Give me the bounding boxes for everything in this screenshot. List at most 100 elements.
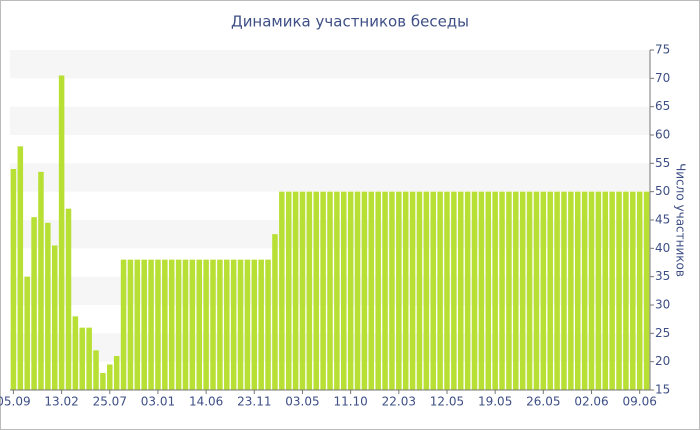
bar	[519, 191, 526, 390]
bar	[189, 259, 196, 390]
grid-band	[10, 50, 650, 79]
x-tick-label: 19.05	[478, 395, 512, 409]
bar	[51, 245, 58, 390]
bar	[155, 259, 161, 390]
bar	[148, 259, 154, 390]
x-tick-label: 11.10	[333, 395, 367, 409]
bar	[24, 276, 30, 390]
bar	[416, 191, 423, 390]
y-tick-label: 45	[655, 213, 670, 227]
y-tick-label: 75	[655, 43, 670, 57]
bar	[224, 259, 230, 390]
bar	[423, 191, 430, 390]
bar	[120, 259, 127, 390]
bar	[561, 191, 567, 390]
bar	[272, 234, 278, 390]
bar	[354, 191, 361, 390]
bar	[492, 191, 498, 390]
x-tick-label: 23.11	[237, 395, 271, 409]
grid-band	[10, 106, 650, 135]
y-tick-label: 30	[655, 298, 670, 312]
bar	[79, 327, 86, 390]
bar	[602, 191, 609, 390]
x-tick-label: 26.05	[526, 395, 560, 409]
bar	[458, 191, 464, 390]
bar	[389, 191, 395, 390]
x-tick-label: 03.05	[285, 395, 319, 409]
bar	[396, 191, 402, 390]
bar	[409, 191, 416, 390]
bar	[506, 191, 512, 390]
y-tick-label: 60	[655, 128, 670, 142]
bar	[499, 191, 505, 390]
bar	[437, 191, 443, 390]
y-tick-label: 15	[655, 383, 670, 397]
y-tick-label: 40	[655, 241, 670, 255]
x-tick-label: 05.09	[0, 395, 31, 409]
bar	[540, 191, 547, 390]
bar	[341, 191, 347, 390]
bar	[279, 191, 285, 390]
x-tick-label: 09.06	[622, 395, 656, 409]
bar	[196, 259, 202, 390]
bar	[72, 316, 79, 390]
bar	[554, 191, 560, 390]
bar	[547, 191, 553, 390]
bar	[175, 259, 182, 390]
bar	[299, 191, 306, 390]
bar	[168, 259, 175, 390]
bar	[643, 191, 650, 390]
bar	[430, 191, 436, 390]
bar	[162, 259, 168, 390]
y-tick-label: 20	[655, 354, 670, 368]
bar	[616, 191, 622, 390]
y-axis-label: Число участников	[674, 163, 688, 277]
bar	[444, 191, 450, 390]
y-tick-label: 70	[655, 71, 670, 85]
bar	[31, 217, 37, 390]
bar	[574, 191, 581, 390]
bar	[113, 356, 120, 390]
bar	[17, 146, 24, 390]
bar	[258, 259, 264, 390]
bar	[375, 191, 381, 390]
y-tick-label: 25	[655, 326, 670, 340]
bar	[588, 191, 595, 390]
bar	[93, 350, 99, 390]
y-tick-label: 50	[655, 184, 670, 198]
bar	[485, 191, 492, 390]
bar	[361, 191, 368, 390]
bar	[609, 191, 615, 390]
bar	[58, 75, 65, 390]
bar	[513, 191, 519, 390]
bar	[595, 191, 602, 390]
bar	[327, 191, 333, 390]
bar	[86, 327, 92, 390]
chart-title: Динамика участников беседы	[231, 13, 469, 31]
bar	[464, 191, 471, 390]
bar	[265, 259, 271, 390]
bar	[230, 259, 237, 390]
bar	[313, 191, 319, 390]
y-tick-label: 35	[655, 269, 670, 283]
bar	[623, 191, 629, 390]
x-tick-label: 12.05	[430, 395, 464, 409]
bar	[526, 191, 533, 390]
bar	[320, 191, 326, 390]
bar	[568, 191, 574, 390]
x-tick-label: 13.02	[44, 395, 78, 409]
x-tick-label: 22.03	[382, 395, 416, 409]
bar	[306, 191, 313, 390]
bar	[630, 191, 636, 390]
bar	[402, 191, 409, 390]
bar	[382, 191, 388, 390]
y-tick-label: 55	[655, 156, 670, 170]
bar	[65, 208, 72, 390]
bar	[10, 169, 17, 390]
bar	[217, 259, 223, 390]
bar	[244, 259, 251, 390]
bar	[100, 373, 106, 390]
bar	[203, 259, 209, 390]
bar	[368, 191, 375, 390]
